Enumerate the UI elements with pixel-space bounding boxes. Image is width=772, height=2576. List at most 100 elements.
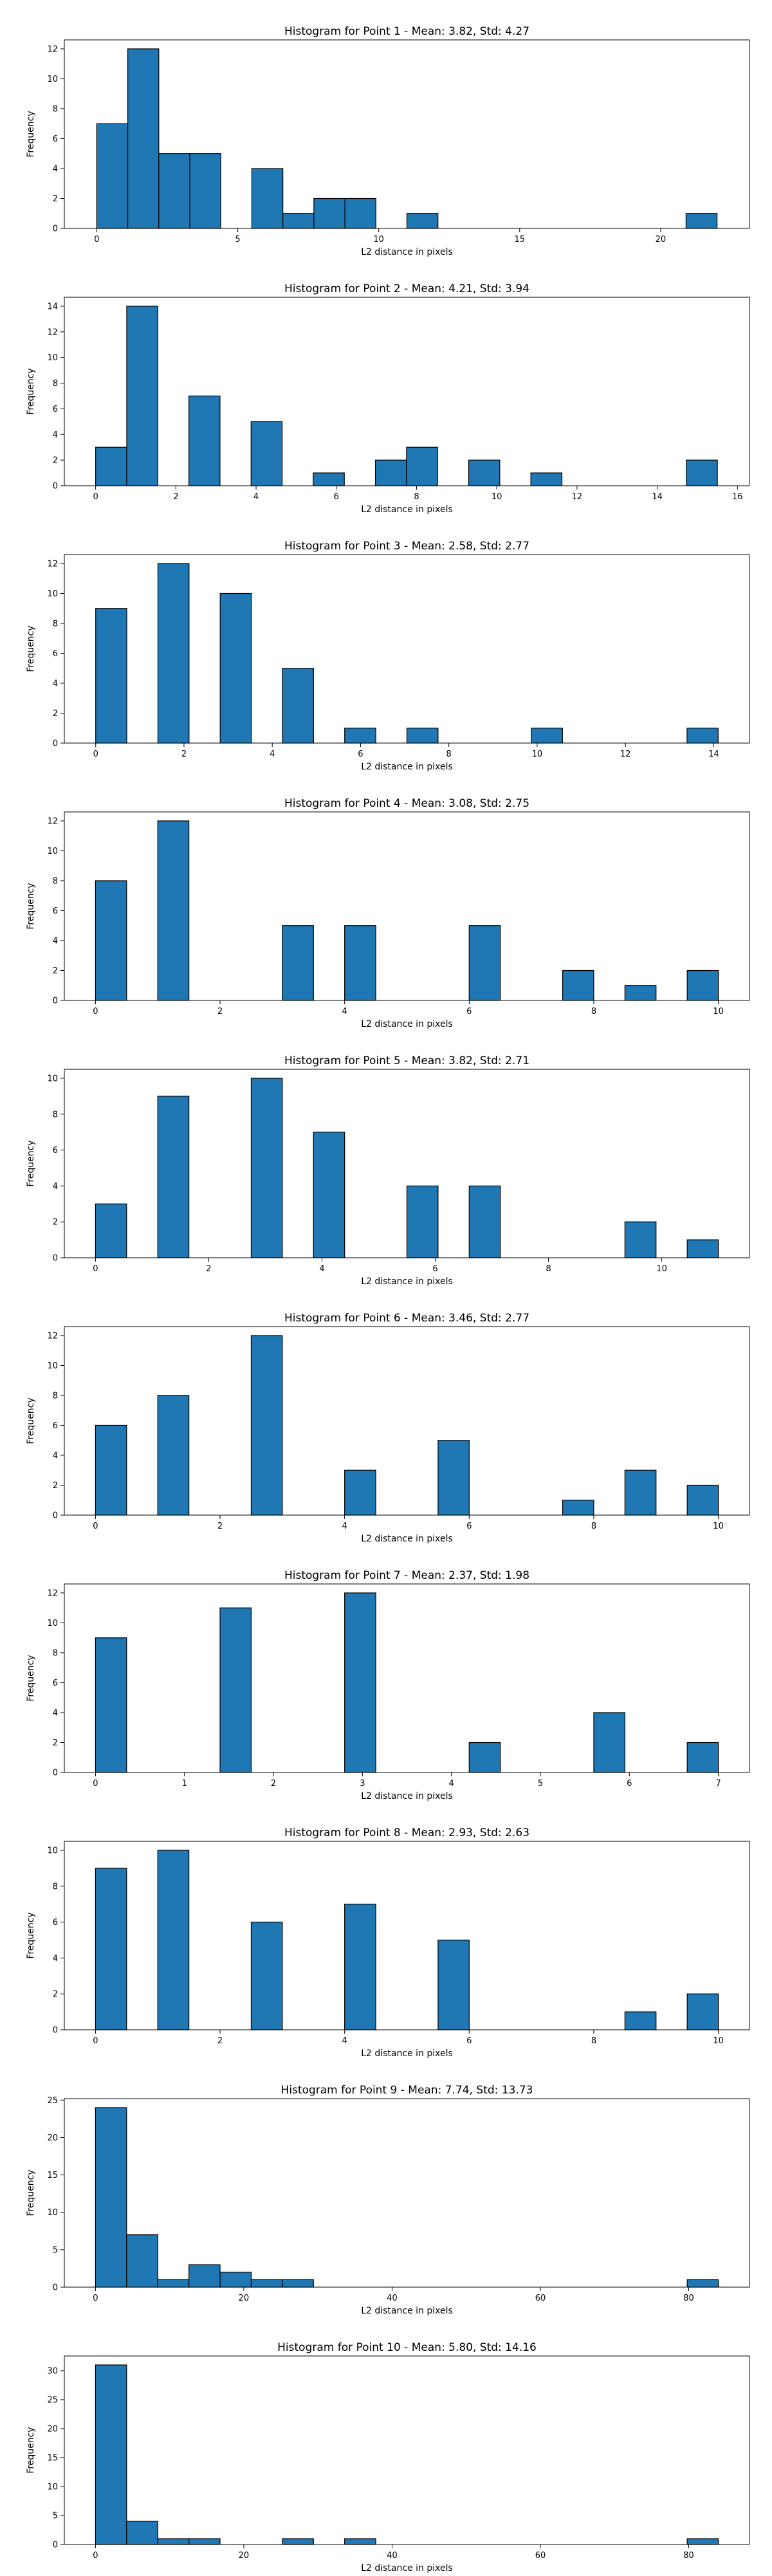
y-tick-label: 0: [53, 997, 58, 1006]
x-tick-label: 2: [173, 492, 178, 502]
histogram-panel-8: Histogram for Point 8 - Mean: 2.93, Std:…: [26, 1826, 750, 2059]
x-tick-label: 20: [239, 2551, 250, 2561]
y-tick-label: 6: [53, 906, 58, 916]
histogram-bar: [189, 153, 221, 229]
histogram-bar: [531, 728, 563, 744]
y-tick-label: 4: [53, 679, 58, 688]
axes-frame: [64, 554, 750, 744]
axes-frame: [64, 1583, 750, 1773]
y-axis-label: Frequency: [26, 1397, 36, 1444]
histogram-bar: [157, 1395, 190, 1516]
axes-frame: [64, 1069, 750, 1258]
histogram-bar: [344, 925, 376, 1001]
x-tick-label: 12: [572, 492, 583, 502]
x-tick-label: 15: [515, 235, 526, 244]
y-axis-label: Frequency: [26, 1140, 36, 1186]
y-axis-label: Frequency: [26, 111, 36, 157]
histogram-bar: [126, 2521, 158, 2545]
histogram-bar: [282, 2279, 314, 2288]
x-tick-label: 0: [93, 2036, 98, 2046]
y-tick-label: 0: [53, 2026, 58, 2036]
histogram-bar: [250, 2279, 283, 2288]
histogram-bar: [219, 2272, 252, 2288]
chart-title: Histogram for Point 3 - Mean: 2.58, Std:…: [284, 540, 529, 553]
x-tick-label: 0: [93, 1007, 98, 1017]
histogram-bar: [686, 728, 719, 744]
y-axis-label: Frequency: [26, 1912, 36, 1958]
y-tick-label: 2: [53, 966, 58, 976]
histogram-bar: [468, 1185, 501, 1258]
y-axis-label: Frequency: [26, 368, 36, 414]
y-tick-label: 30: [47, 2366, 58, 2376]
y-tick-label: 2: [53, 1481, 58, 1491]
x-tick-label: 5: [538, 1779, 543, 1789]
y-tick-label: 4: [53, 1708, 58, 1718]
x-tick-label: 8: [591, 1522, 596, 1531]
x-tick-label: 1: [182, 1779, 187, 1789]
chart-title: Histogram for Point 8 - Mean: 2.93, Std:…: [284, 1826, 529, 1839]
histogram-bar: [157, 820, 190, 1001]
x-tick-label: 60: [535, 2551, 546, 2561]
histogram-bar: [95, 1637, 127, 1773]
histogram-bar: [313, 198, 345, 229]
x-tick-label: 16: [732, 492, 743, 502]
x-tick-label: 2: [217, 1007, 223, 1017]
y-tick-label: 10: [47, 1074, 58, 1083]
y-tick-label: 4: [53, 1451, 58, 1460]
histogram-panel-1: Histogram for Point 1 - Mean: 3.82, Std:…: [26, 25, 750, 257]
y-axis-label: Frequency: [26, 2169, 36, 2216]
histogram-bar: [468, 925, 501, 1001]
x-axis-label: L2 distance in pixels: [361, 2048, 453, 2059]
histogram-panel-7: Histogram for Point 7 - Mean: 2.37, Std:…: [26, 1569, 750, 1801]
x-tick-label: 14: [708, 750, 719, 759]
y-tick-label: 6: [53, 1918, 58, 1927]
histogram-bar: [406, 213, 439, 229]
x-axis-label: L2 distance in pixels: [361, 1534, 453, 1544]
histogram-bar: [406, 446, 438, 486]
y-tick-label: 4: [53, 164, 58, 174]
histogram-bar: [126, 306, 158, 486]
x-tick-label: 20: [239, 2294, 250, 2303]
histogram-bar: [624, 2011, 657, 2030]
histogram-bar: [437, 1440, 470, 1516]
histogram-bar: [406, 1185, 439, 1258]
y-tick-label: 6: [53, 1146, 58, 1155]
chart-title: Histogram for Point 9 - Mean: 7.74, Std:…: [281, 2084, 533, 2097]
x-tick-label: 4: [270, 750, 275, 759]
histogram-bar: [157, 1850, 190, 2030]
histogram-bar: [282, 213, 315, 229]
x-tick-label: 7: [715, 1779, 721, 1789]
histogram-bar: [95, 608, 127, 744]
y-axis-label: Frequency: [26, 625, 36, 672]
histogram-bar: [313, 1132, 345, 1258]
y-axis-label: Frequency: [26, 883, 36, 929]
y-tick-label: 15: [47, 2453, 58, 2463]
x-tick-label: 10: [532, 750, 543, 759]
x-axis-label: L2 distance in pixels: [361, 1019, 453, 1029]
x-tick-label: 4: [342, 2036, 347, 2046]
y-tick-label: 10: [47, 353, 58, 363]
histogram-bar: [188, 2264, 221, 2288]
x-tick-label: 14: [652, 492, 663, 502]
y-tick-label: 0: [53, 1511, 58, 1521]
x-axis-label: L2 distance in pixels: [361, 2306, 453, 2316]
x-axis-label: L2 distance in pixels: [361, 1276, 453, 1287]
histogram-bar: [468, 1742, 501, 1773]
y-tick-label: 2: [53, 1218, 58, 1228]
x-axis-label: L2 distance in pixels: [361, 2563, 453, 2573]
x-tick-label: 0: [93, 1779, 98, 1789]
x-tick-label: 10: [713, 2036, 724, 2046]
y-tick-label: 2: [53, 709, 58, 719]
y-tick-label: 6: [53, 405, 58, 414]
histogram-bar: [344, 1592, 376, 1773]
histogram-bar: [158, 153, 190, 229]
y-tick-label: 0: [53, 482, 58, 492]
x-tick-label: 4: [342, 1522, 347, 1531]
histogram-bar: [562, 970, 594, 1001]
y-tick-label: 10: [47, 2208, 58, 2218]
histogram-panel-9: Histogram for Point 9 - Mean: 7.74, Std:…: [26, 2084, 750, 2316]
x-tick-label: 40: [387, 2294, 398, 2303]
histogram-bar: [686, 2538, 719, 2545]
y-tick-label: 8: [53, 1648, 58, 1658]
